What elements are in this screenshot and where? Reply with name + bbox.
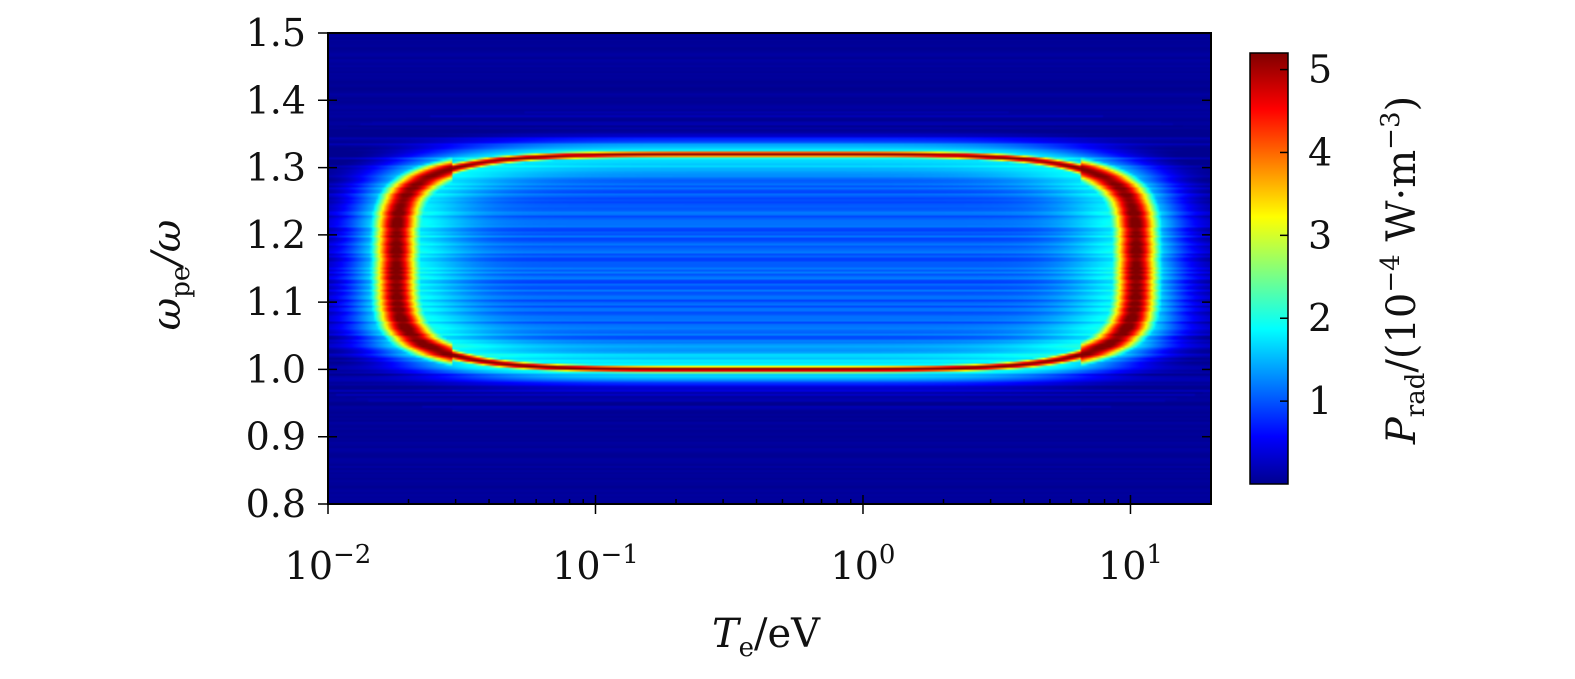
colorbar [1249, 52, 1289, 485]
colorbar-tick-label: 1 [1308, 379, 1332, 423]
y-tick-label: 1.3 [246, 146, 306, 190]
y-tick-label: 1.4 [246, 78, 306, 122]
colorbar-label: Prad/(10−4 W·m−3) [1376, 96, 1431, 445]
plot-frame [327, 32, 1212, 505]
y-tick-label: 1.5 [246, 11, 306, 55]
x-tick-label: 100 [831, 540, 896, 588]
x-tick-label: 101 [1098, 540, 1163, 588]
y-tick-label: 0.8 [246, 482, 306, 526]
y-tick-label: 0.9 [246, 415, 306, 459]
x-axis-label: Te/eV [712, 611, 821, 663]
x-tick-label: 10−2 [285, 540, 372, 588]
y-axis: 0.8 0.9 1.0 1.1 1.2 1.3 1.4 1.5 [246, 11, 1211, 526]
colorbar-tick-label: 4 [1308, 130, 1332, 174]
x-tick-label: 10−1 [552, 540, 639, 588]
colorbar-ticks: 1 2 3 4 5 [1280, 48, 1332, 423]
heatmap-raster [328, 33, 1211, 504]
colorbar-tick-label: 2 [1308, 296, 1332, 340]
colorbar-tick-label: 3 [1308, 213, 1332, 257]
y-tick-label: 1.2 [246, 213, 306, 257]
y-tick-label: 1.0 [246, 347, 306, 391]
x-axis: 10−2 10−1 100 101 [285, 495, 1212, 588]
y-tick-label: 1.1 [246, 280, 306, 324]
heatmap-image [328, 33, 1211, 504]
y-axis-label: ωpe/ω [144, 220, 196, 331]
colorbar-tick-label: 5 [1308, 48, 1332, 92]
